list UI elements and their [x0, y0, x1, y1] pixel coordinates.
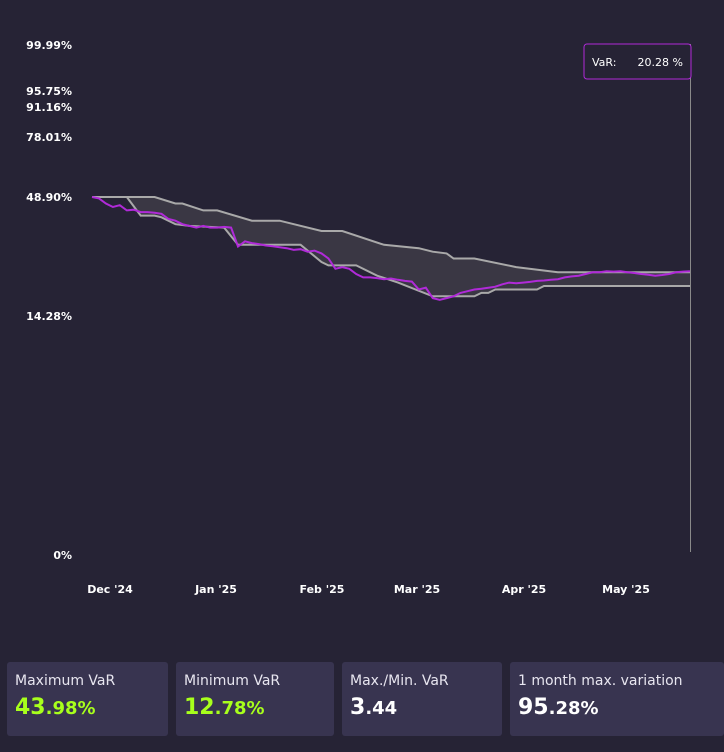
- y-tick-label: 95.75%: [26, 85, 72, 98]
- stat-label: Minimum VaR: [184, 673, 281, 689]
- stats-cards: Maximum VaR 43.98% Minimum VaR 12.78% Ma…: [0, 662, 724, 736]
- stat-value-int: 3: [350, 695, 366, 720]
- stat-value: 95.28%: [518, 695, 716, 720]
- stat-value-dec: .28%: [548, 698, 599, 719]
- x-axis: Dec '24 Jan '25 Feb '25 Mar '25 Apr '25 May '…: [87, 583, 650, 596]
- stat-card-month-variation: 1 month max. variation 95.28%: [510, 662, 724, 736]
- tooltip: VaR: 20.28 %: [583, 43, 692, 80]
- y-axis: 99.99% 95.75% 91.16% 78.01% 48.90% 14.28% 0%: [26, 39, 72, 562]
- stat-value-int: 95: [518, 695, 549, 720]
- var-range-band: [92, 197, 690, 297]
- tooltip-box: [583, 43, 692, 80]
- stat-value-dec: .78%: [214, 698, 265, 719]
- var-chart: 99.99% 95.75% 91.16% 78.01% 48.90% 14.28% 0% D…: [26, 39, 692, 596]
- stat-value: 43.98%: [15, 695, 160, 720]
- y-tick-label: 78.01%: [26, 131, 72, 144]
- stat-value-int: 43: [15, 695, 46, 720]
- stat-value-int: 12: [184, 695, 215, 720]
- y-tick-label: 48.90%: [26, 191, 72, 204]
- stat-card-min-var: Minimum VaR 12.78%: [176, 662, 334, 736]
- var-range-lower-line: [92, 196, 690, 298]
- y-tick-label: 99.99%: [26, 39, 72, 52]
- stat-value: 12.78%: [184, 695, 326, 720]
- x-tick-label: Feb '25: [300, 583, 345, 596]
- stat-label: Maximum VaR: [15, 673, 116, 689]
- x-tick-label: May '25: [602, 583, 650, 596]
- var-range-upper-line: [92, 196, 690, 274]
- tooltip-value: 20.28 %: [638, 56, 683, 69]
- y-tick-label: 0%: [53, 549, 72, 562]
- stat-card-max-var: Maximum VaR 43.98%: [7, 662, 168, 736]
- stat-value: 3.44: [350, 695, 494, 720]
- stat-value-dec: .44: [365, 698, 398, 719]
- y-tick-label: 14.28%: [26, 310, 72, 323]
- x-tick-label: Mar '25: [394, 583, 440, 596]
- x-tick-label: Dec '24: [87, 583, 133, 596]
- stat-label: 1 month max. variation: [518, 673, 683, 689]
- stat-label: Max./Min. VaR: [350, 673, 449, 689]
- x-tick-label: Jan '25: [194, 583, 237, 596]
- stat-value-dec: .98%: [45, 698, 96, 719]
- stat-card-max-min-ratio: Max./Min. VaR 3.44: [342, 662, 502, 736]
- tooltip-label: VaR:: [592, 56, 616, 69]
- x-tick-label: Apr '25: [502, 583, 546, 596]
- var-series-line: [91, 196, 691, 301]
- y-tick-label: 91.16%: [26, 101, 72, 114]
